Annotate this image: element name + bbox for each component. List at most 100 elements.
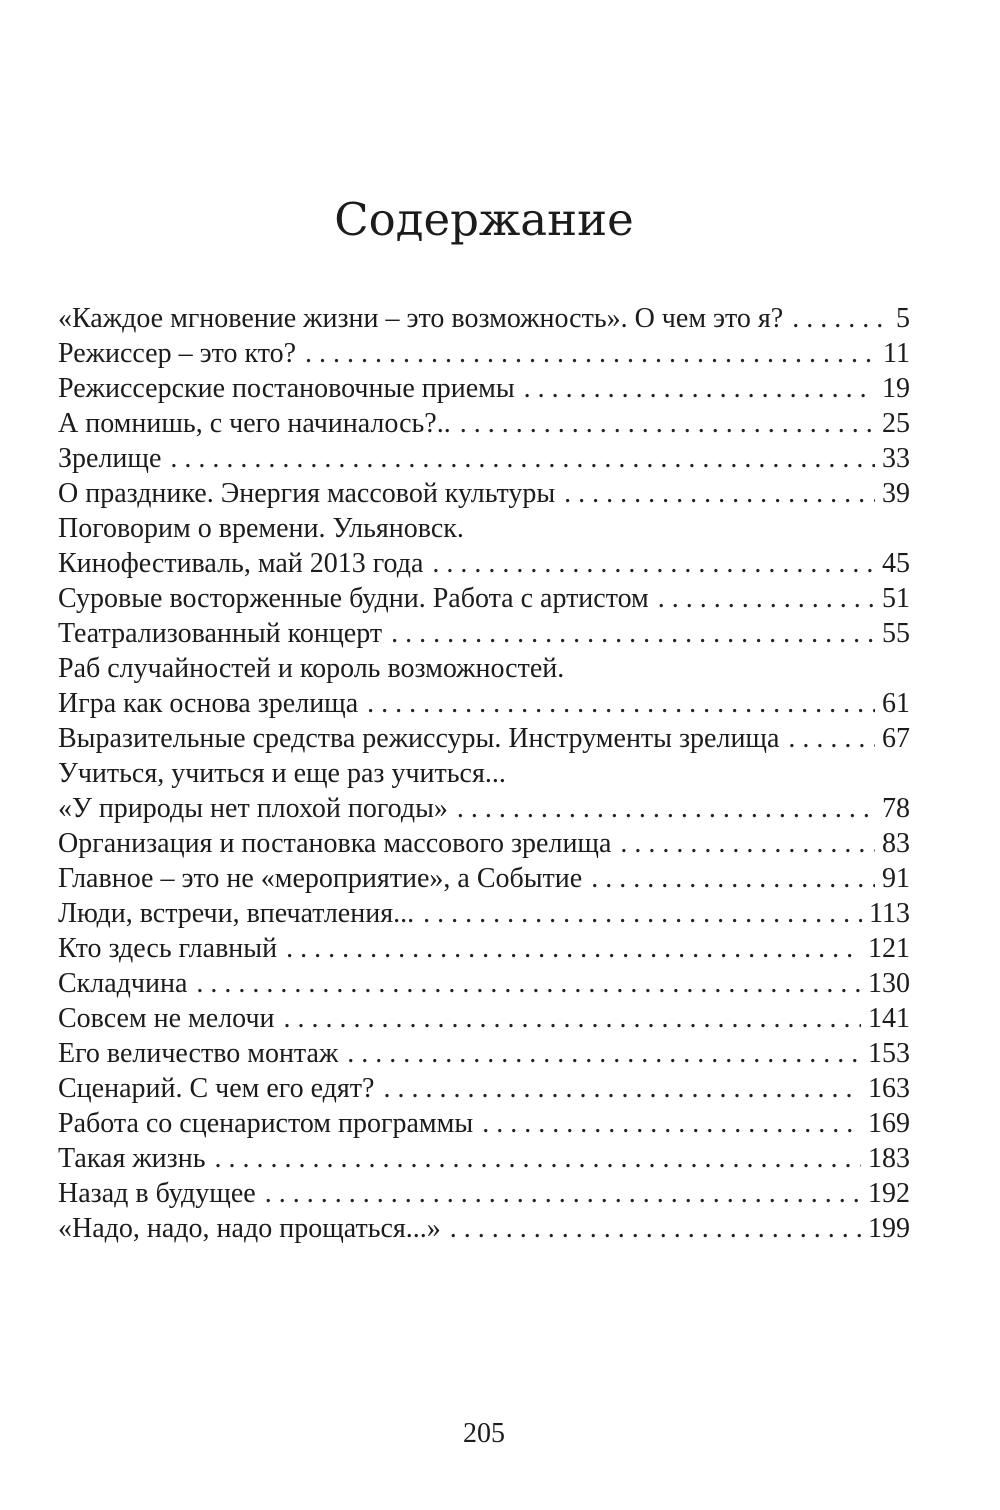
toc-entry: Назад в будущее 192 [58, 1176, 910, 1211]
toc-entry: Кинофестиваль, май 2013 года 45 [58, 546, 910, 581]
toc-entry-title: Складчина [58, 968, 188, 999]
toc-entry-title: «У природы нет плохой погоды» [58, 793, 448, 824]
toc-entry-title: Такая жизнь [58, 1143, 206, 1174]
toc-entry-title: Игра как основа зрелища [58, 688, 359, 719]
toc-entry-page: 39 [882, 478, 910, 509]
toc-entry-page: 153 [868, 1038, 910, 1069]
toc-entry-page: 61 [882, 688, 910, 719]
toc-entry-title: Режиссер – это кто? [58, 338, 296, 369]
toc-entry-page: 192 [868, 1178, 910, 1209]
toc-entry-title: Совсем не мелочи [58, 1003, 275, 1034]
toc-entry-page: 19 [882, 373, 910, 404]
toc-entry: Раб случайностей и король возможностей. [58, 651, 910, 686]
toc-entry: Суровые восторженные будни. Работа с арт… [58, 581, 910, 616]
toc-entry-title: Раб случайностей и король возможностей. [58, 653, 565, 684]
toc-entry: Кто здесь главный 121 [58, 931, 910, 966]
toc-entry: Совсем не мелочи 141 [58, 1001, 910, 1036]
dot-leader [196, 966, 861, 1001]
toc-entry: Главное – это не «мероприятие», а Событи… [58, 861, 910, 896]
dot-leader [423, 896, 862, 931]
toc-entry: Игра как основа зрелища 61 [58, 686, 910, 721]
toc-entry-page: 51 [882, 583, 910, 614]
toc-entry-title: О празднике. Энергия массовой культуры [58, 478, 556, 509]
toc-entry-title: Учиться, учиться и еще раз учиться... [58, 758, 506, 789]
dot-leader [305, 336, 876, 371]
dot-leader [265, 1176, 861, 1211]
toc-entry-title: Поговорим о времени. Ульяновск. [58, 513, 464, 544]
toc-entry-title: Театрализованный концерт [58, 618, 383, 649]
toc-entry-page: 83 [882, 828, 910, 859]
toc-entry-page: 5 [896, 303, 910, 334]
toc-entry-page: 11 [883, 338, 910, 369]
toc-entry-page: 67 [882, 723, 910, 754]
toc-entry: «У природы нет плохой погоды» 78 [58, 791, 910, 826]
toc-entry-title: Кто здесь главный [58, 933, 278, 964]
toc-entry: Зрелище 33 [58, 441, 910, 476]
toc-entry: А помнишь, с чего начиналось?.. 25 [58, 406, 910, 441]
dot-leader [214, 1141, 861, 1176]
dot-leader [432, 546, 875, 581]
dot-leader [620, 826, 875, 861]
dot-leader [524, 371, 875, 406]
toc-entry: Его величество монтаж 153 [58, 1036, 910, 1071]
toc-entry-title: Сценарий. С чем его едят? [58, 1073, 375, 1104]
toc-entry-title: Работа со сценаристом программы [58, 1108, 474, 1139]
toc-entry: Выразительные средства режиссуры. Инстру… [58, 721, 910, 756]
toc-entry-page: 91 [882, 863, 910, 894]
dot-leader [792, 301, 889, 336]
toc-entry-page: 121 [868, 933, 910, 964]
dot-leader [457, 791, 875, 826]
toc-entry-page: 33 [882, 443, 910, 474]
toc-entry-title: Суровые восторженные будни. Работа с арт… [58, 583, 649, 614]
dot-leader [591, 861, 875, 896]
toc-entry: Режиссер – это кто? 11 [58, 336, 910, 371]
toc-entry-page: 55 [882, 618, 910, 649]
toc-entry: Театрализованный концерт 55 [58, 616, 910, 651]
toc-entry: «Каждое мгновение жизни – это возможност… [58, 301, 910, 336]
toc-entry-page: 199 [868, 1213, 910, 1244]
toc-entry-title: Кинофестиваль, май 2013 года [58, 548, 424, 579]
toc-entry-page: 113 [869, 898, 910, 929]
toc-entry-title: «Каждое мгновение жизни – это возможност… [58, 303, 784, 334]
toc-entry: Поговорим о времени. Ульяновск. [58, 511, 910, 546]
toc-entry: Работа со сценаристом программы 169 [58, 1106, 910, 1141]
page-title: Содержание [334, 193, 634, 246]
toc-entry-title: Его величество монтаж [58, 1038, 339, 1069]
toc-entry: Организация и постановка массового зрели… [58, 826, 910, 861]
toc-entry-title: Зрелище [58, 443, 162, 474]
toc-entry: О празднике. Энергия массовой культуры 3… [58, 476, 910, 511]
dot-leader [367, 686, 875, 721]
dot-leader [788, 721, 875, 756]
dot-leader [347, 1036, 861, 1071]
toc-entry: Сценарий. С чем его едят? 163 [58, 1071, 910, 1106]
dot-leader [286, 931, 861, 966]
dot-leader [564, 476, 875, 511]
dot-leader [170, 441, 875, 476]
toc-entry: «Надо, надо, надо прощаться...» 199 [58, 1211, 910, 1246]
toc-entry-title: Люди, встречи, впечатления... [58, 898, 415, 929]
toc-entry-page: 45 [882, 548, 910, 579]
toc-entry-title: А помнишь, с чего начиналось?.. [58, 408, 451, 439]
toc-entry: Складчина 130 [58, 966, 910, 1001]
toc-entry-title: Выразительные средства режиссуры. Инстру… [58, 723, 780, 754]
toc-entry-title: «Надо, надо, надо прощаться...» [58, 1213, 441, 1244]
toc-entry-page: 141 [868, 1003, 910, 1034]
dot-leader [658, 581, 875, 616]
page-number: 205 [463, 1418, 505, 1449]
toc-entry-page: 183 [868, 1143, 910, 1174]
toc-entry: Учиться, учиться и еще раз учиться... [58, 756, 910, 791]
toc-entry-page: 78 [882, 793, 910, 824]
toc-entry: Режиссерские постановочные приемы 19 [58, 371, 910, 406]
toc-entry-title: Организация и постановка массового зрели… [58, 828, 612, 859]
toc-entry-page: 163 [868, 1073, 910, 1104]
toc-entry-title: Режиссерские постановочные приемы [58, 373, 515, 404]
toc-entry-page: 130 [868, 968, 910, 999]
toc-entry-page: 25 [882, 408, 910, 439]
toc-list: «Каждое мгновение жизни – это возможност… [58, 301, 910, 1246]
toc-entry: Такая жизнь 183 [58, 1141, 910, 1176]
toc-entry-page: 169 [868, 1108, 910, 1139]
toc-entry: Люди, встречи, впечатления... 113 [58, 896, 910, 931]
dot-leader [460, 406, 875, 441]
dot-leader [391, 616, 875, 651]
dot-leader [450, 1211, 861, 1246]
